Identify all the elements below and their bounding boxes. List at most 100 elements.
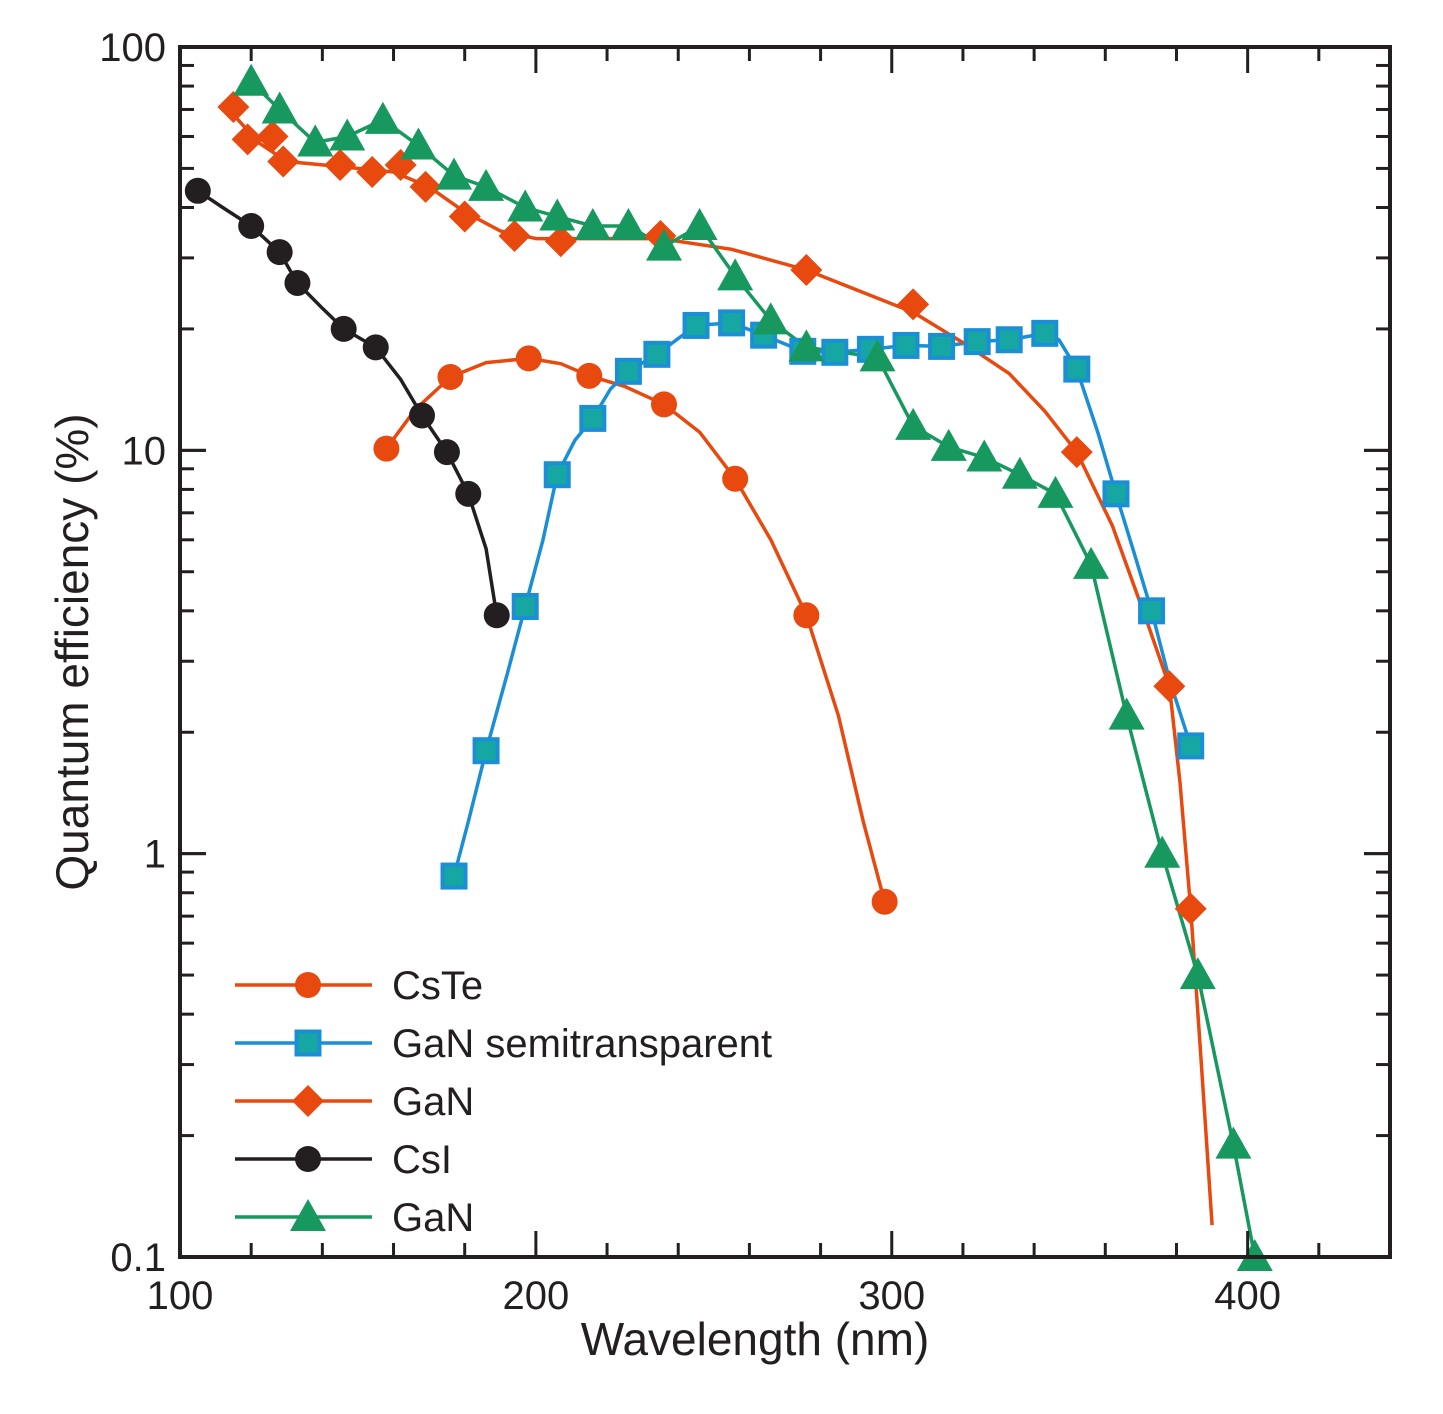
- data-point-4-csi: [433, 439, 460, 466]
- data-point-2-gan-semitransparent: [511, 593, 539, 621]
- y-tick-label: 1: [144, 833, 166, 877]
- x-axis-title: Wavelength (nm): [581, 1313, 930, 1365]
- data-point-1-cste: [871, 888, 898, 915]
- data-point-4-csi: [330, 315, 357, 342]
- data-point-2-gan-semitransparent: [440, 862, 468, 890]
- series-curves: [196, 80, 1257, 1258]
- series-markers: [184, 63, 1273, 1272]
- data-point-4-csi: [266, 239, 293, 266]
- data-point-2-gan-semitransparent: [963, 328, 991, 356]
- series-line-1-cste: [384, 356, 887, 903]
- data-point-3-gan: [256, 120, 289, 153]
- legend-label-4-csi: CsI: [392, 1138, 452, 1182]
- tick-labels: 100 200 300 400 0.1 1 10 100: [99, 26, 1281, 1318]
- data-point-2-gan-semitransparent: [472, 737, 500, 765]
- data-point-2-gan-semitransparent: [579, 404, 607, 432]
- data-point-5-gan: [1144, 835, 1181, 868]
- data-point-3-gan: [448, 200, 481, 233]
- data-point-5-gan: [233, 63, 270, 96]
- data-point-2-gan-semitransparent: [614, 357, 642, 385]
- plot-frame: [178, 45, 1392, 1259]
- data-point-3-gan: [1060, 436, 1093, 469]
- data-point-5-gan: [646, 228, 682, 261]
- data-point-5-gan: [364, 101, 401, 134]
- y-tick-label: 10: [122, 429, 167, 473]
- data-point-4-csi: [284, 269, 311, 296]
- data-point-4-csi: [238, 212, 265, 239]
- legend-marker-4-csi: [295, 1146, 321, 1172]
- data-point-4-csi: [455, 480, 482, 507]
- data-point-5-gan: [717, 258, 754, 291]
- data-point-2-gan-semitransparent: [643, 340, 671, 368]
- data-point-5-gan: [468, 168, 505, 201]
- legend-marker-2-gan-semitransparent: [294, 1029, 322, 1057]
- data-point-3-gan: [231, 123, 264, 156]
- data-point-3-gan: [324, 148, 357, 181]
- data-point-2-gan-semitransparent: [1138, 597, 1166, 625]
- data-point-1-cste: [722, 465, 749, 492]
- data-point-2-gan-semitransparent: [718, 309, 746, 337]
- data-point-3-gan: [356, 155, 389, 188]
- legend-label-3-gan: GaN: [392, 1080, 474, 1124]
- data-point-5-gan: [436, 157, 473, 190]
- data-point-4-csi: [362, 334, 389, 361]
- series-line-4-csi: [196, 189, 499, 616]
- legend-label-5-gan: GaN: [392, 1196, 474, 1240]
- data-point-5-gan: [261, 91, 298, 124]
- x-tick-label: 200: [503, 1274, 570, 1318]
- x-tick-label: 300: [858, 1274, 925, 1318]
- legend-marker-3-gan: [292, 1085, 324, 1117]
- legend: CsTe GaN semitransparent GaN CsI GaN: [235, 964, 772, 1240]
- data-point-1-cste: [651, 391, 677, 418]
- data-point-5-gan: [539, 198, 576, 231]
- data-point-5-gan: [1073, 546, 1110, 579]
- data-point-5-gan: [788, 329, 825, 362]
- legend-label-1-cste: CsTe: [392, 964, 483, 1008]
- y-tick-label: 100: [99, 26, 166, 70]
- legend-label-2-gan-semitransparent: GaN semitransparent: [392, 1022, 772, 1066]
- data-point-5-gan: [507, 189, 544, 222]
- data-point-3-gan: [1174, 892, 1207, 925]
- data-point-3-gan: [498, 219, 531, 252]
- data-point-5-gan: [895, 407, 932, 440]
- legend-marker-1-cste: [295, 972, 321, 998]
- data-point-1-cste: [373, 435, 400, 462]
- series-line-2-gan-semitransparent: [452, 321, 1193, 877]
- data-point-5-gan: [752, 302, 789, 335]
- data-point-5-gan: [681, 207, 718, 240]
- data-point-3-gan: [409, 170, 442, 203]
- data-point-5-gan: [930, 428, 967, 461]
- axis-ticks: [178, 45, 1392, 1259]
- data-point-5-gan: [1001, 456, 1038, 489]
- data-point-5-gan: [859, 339, 896, 372]
- data-point-2-gan-semitransparent: [928, 332, 956, 360]
- data-point-2-gan-semitransparent: [682, 311, 710, 339]
- data-point-2-gan-semitransparent: [995, 326, 1023, 354]
- data-point-5-gan: [297, 124, 334, 157]
- data-point-3-gan: [267, 145, 300, 178]
- data-point-4-csi: [184, 177, 211, 204]
- data-point-5-gan: [1037, 475, 1074, 508]
- data-point-5-gan: [610, 207, 647, 240]
- data-point-2-gan-semitransparent: [1102, 480, 1130, 508]
- data-point-2-gan-semitransparent: [892, 331, 920, 359]
- data-point-3-gan: [217, 90, 250, 123]
- data-point-5-gan: [400, 127, 437, 160]
- data-point-2-gan-semitransparent: [1177, 732, 1205, 760]
- data-point-3-gan: [544, 225, 577, 258]
- x-tick-label: 400: [1214, 1274, 1281, 1318]
- data-point-2-gan-semitransparent: [821, 338, 849, 366]
- data-point-3-gan: [1153, 670, 1186, 703]
- data-point-1-cste: [515, 345, 542, 372]
- data-point-2-gan-semitransparent: [1063, 355, 1091, 383]
- data-point-4-csi: [409, 402, 435, 429]
- data-point-3-gan: [790, 253, 823, 286]
- legend-marker-5-gan: [290, 1199, 326, 1232]
- data-point-5-gan: [329, 118, 366, 151]
- data-point-5-gan: [574, 207, 611, 240]
- data-point-1-cste: [793, 602, 820, 629]
- data-point-2-gan-semitransparent: [1031, 319, 1059, 347]
- data-point-1-cste: [437, 363, 464, 390]
- data-point-5-gan: [1179, 957, 1216, 990]
- y-axis-title: Quantum efficiency (%): [46, 413, 98, 890]
